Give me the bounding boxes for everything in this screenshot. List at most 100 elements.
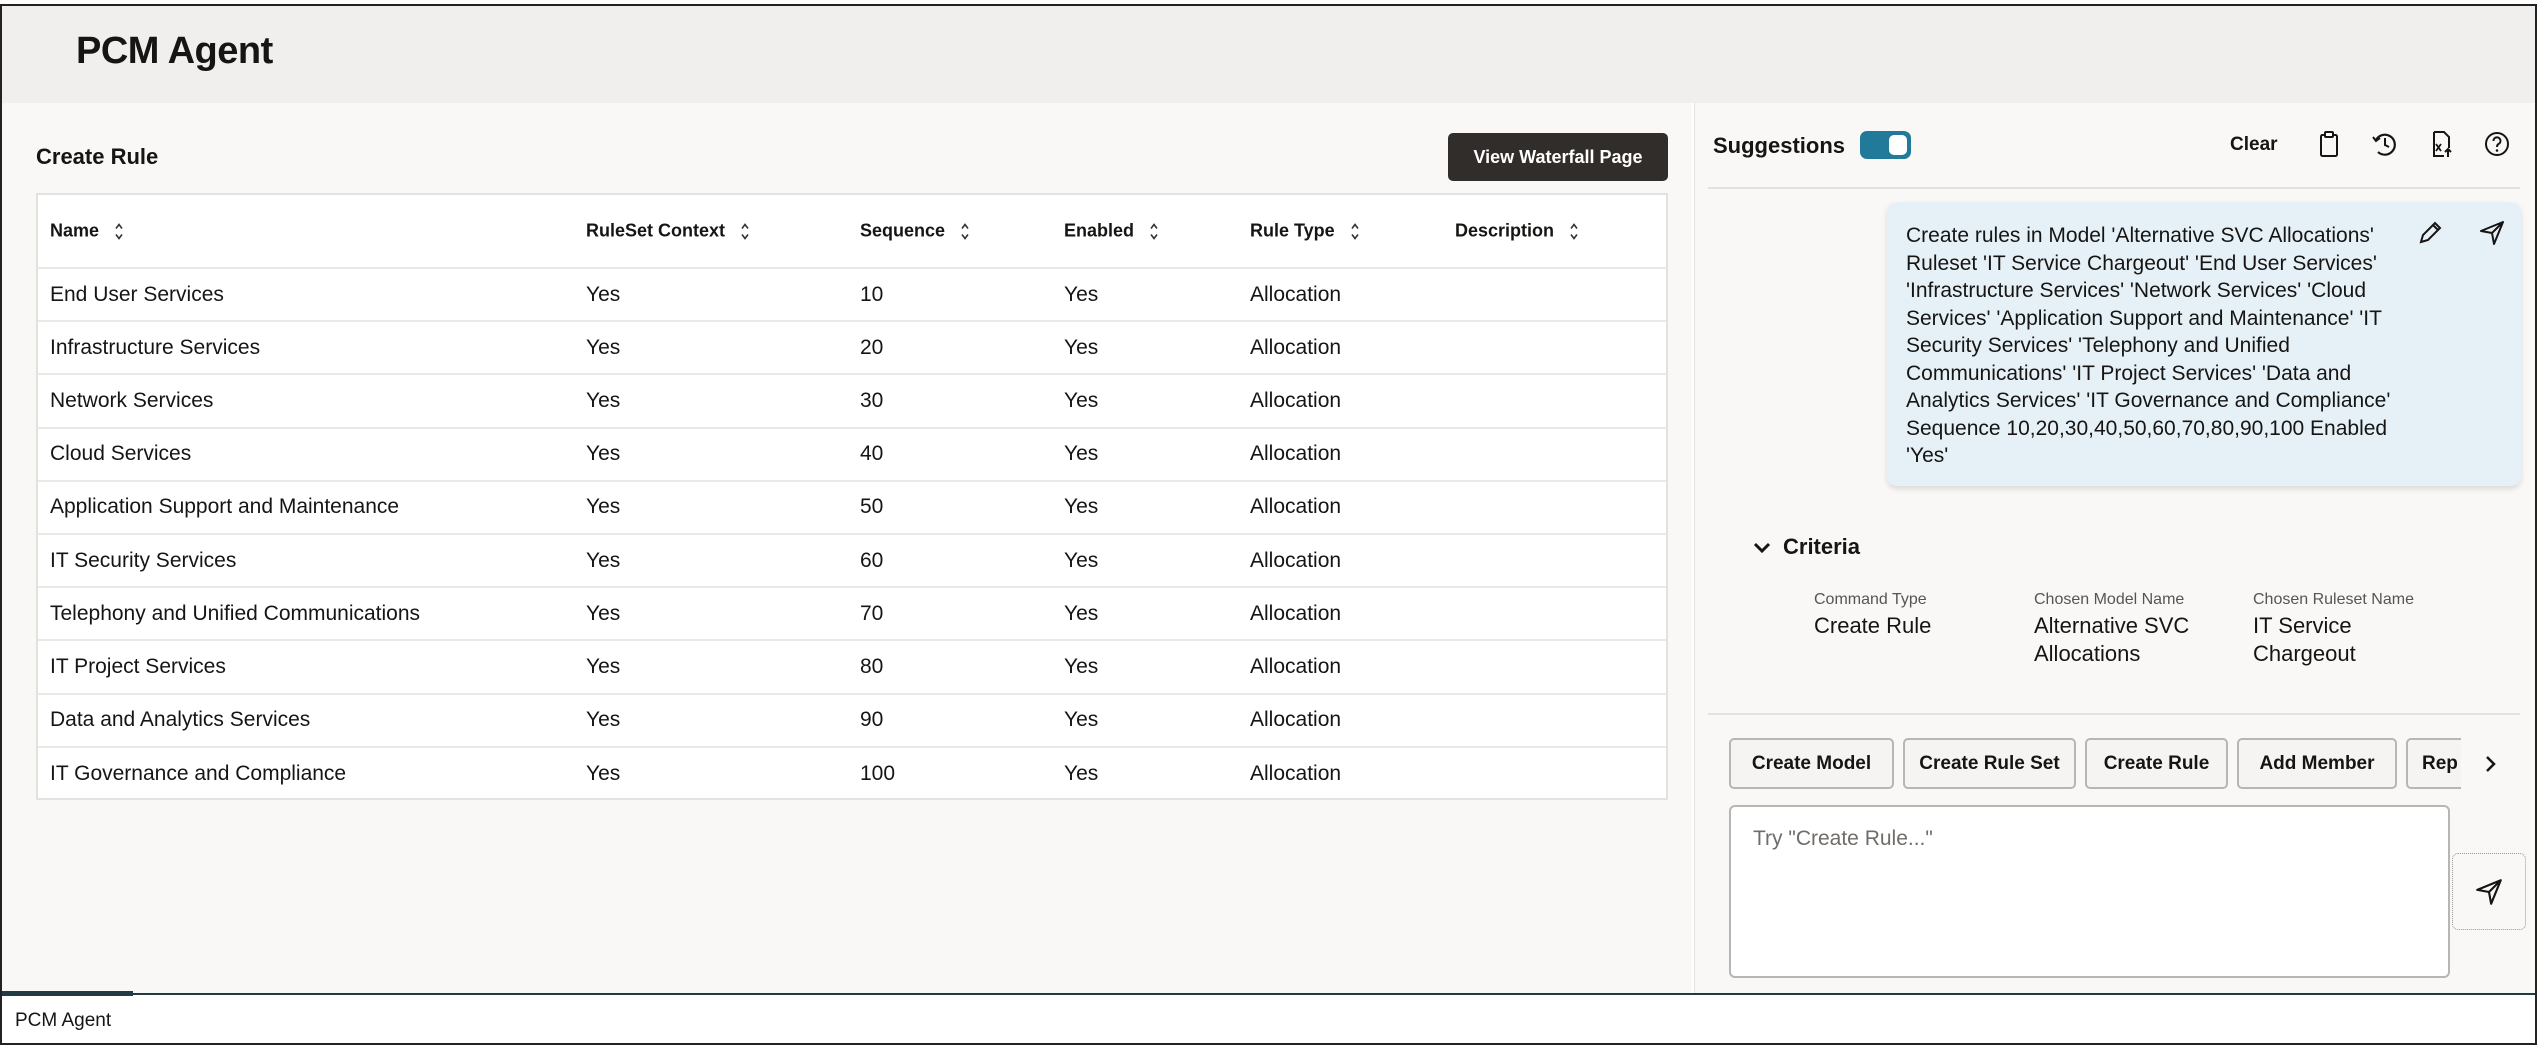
app-title: PCM Agent <box>76 30 273 72</box>
table-cell: Allocation <box>1250 548 1342 572</box>
table-cell: Yes <box>1064 762 1099 786</box>
table-cell: Yes <box>1064 495 1099 519</box>
prompt-input[interactable] <box>1729 805 2450 978</box>
column-header[interactable]: Enabled <box>1064 221 1160 242</box>
table-row[interactable]: IT Project Services Yes 80 Yes Allocation <box>38 641 1666 695</box>
table-row[interactable]: Infrastructure Services Yes 20 Yes Allocatio… <box>38 322 1666 376</box>
table-cell: 50 <box>860 495 884 519</box>
sort-icon[interactable] <box>1349 222 1361 240</box>
column-header-label: RuleSet Context <box>586 220 726 241</box>
sort-icon[interactable] <box>1148 222 1160 240</box>
column-header[interactable]: Rule Type <box>1250 221 1361 242</box>
criteria-title[interactable]: Criteria <box>1783 534 1861 559</box>
column-header[interactable]: RuleSet Context <box>586 221 751 242</box>
sort-icon[interactable] <box>1568 222 1580 240</box>
table-cell: Yes <box>1064 335 1099 359</box>
table-row[interactable]: Network Services Yes 30 Yes Allocation <box>38 375 1666 429</box>
divider <box>1708 713 2520 715</box>
column-header-label: Enabled <box>1064 220 1135 241</box>
column-header-label: Rule Type <box>1250 220 1335 241</box>
table-cell: 20 <box>860 335 884 359</box>
send-button[interactable] <box>2452 853 2526 930</box>
sort-icon[interactable] <box>739 222 751 240</box>
table-cell: Yes <box>1064 442 1099 466</box>
criteria-value: Alternative SVC Allocations <box>2034 613 2190 666</box>
table-cell: Application Support and Maintenance <box>50 495 400 519</box>
chevron-right-icon[interactable] <box>2478 752 2502 776</box>
table-cell: Allocation <box>1250 601 1342 625</box>
table-cell: 100 <box>860 762 896 786</box>
pencil-icon[interactable] <box>2415 218 2445 248</box>
divider <box>1708 187 2520 189</box>
chevron-down-icon[interactable] <box>1748 534 1776 562</box>
column-header[interactable]: Description <box>1455 221 1580 242</box>
quick-action-button[interactable]: Create Rule Set <box>1903 738 2076 789</box>
clear-button[interactable]: Clear <box>2230 134 2278 155</box>
view-waterfall-button[interactable]: View Waterfall Page <box>1448 133 1668 181</box>
send-icon[interactable] <box>2477 218 2507 248</box>
table-cell: IT Project Services <box>50 654 226 678</box>
quick-action-button[interactable]: Create Model <box>1729 738 1894 789</box>
table-cell: Yes <box>586 495 621 519</box>
sort-icon[interactable] <box>959 222 971 240</box>
quick-action-button[interactable]: Create Rule <box>2085 738 2228 789</box>
table-cell: Yes <box>586 388 621 412</box>
column-header[interactable]: Name <box>50 221 125 242</box>
table-cell: 80 <box>860 654 884 678</box>
table-cell: Yes <box>1064 601 1099 625</box>
table-cell: 10 <box>860 282 884 306</box>
criteria-label: Command Type <box>1814 591 1927 608</box>
clipboard-icon[interactable] <box>2313 128 2345 160</box>
quick-action-button[interactable]: Rep <box>2406 738 2461 789</box>
table-cell: 70 <box>860 601 884 625</box>
table-cell: IT Security Services <box>50 548 237 572</box>
footer-tab-pcm-agent[interactable]: PCM Agent <box>15 1010 112 1031</box>
table-row[interactable]: IT Governance and Compliance Yes 100 Yes All… <box>38 748 1666 801</box>
table-cell: Telephony and Unified Communications <box>50 601 421 625</box>
table-cell: Yes <box>586 708 621 732</box>
table-cell: Allocation <box>1250 282 1342 306</box>
table-row[interactable]: Application Support and Maintenance Yes 50… <box>38 482 1666 535</box>
table-cell: IT Governance and Compliance <box>50 762 347 786</box>
table-cell: Yes <box>586 335 621 359</box>
table-row[interactable]: Data and Analytics Services Yes 90 Yes Alloc… <box>38 695 1666 748</box>
table-cell: Cloud Services <box>50 442 192 466</box>
table-row[interactable]: Telephony and Unified Communications Yes 7… <box>38 588 1666 642</box>
sort-icon[interactable] <box>113 222 125 240</box>
criteria-field: Chosen Model Name Alternative SVC Allocat… <box>2034 590 2239 668</box>
criteria-field: Chosen Ruleset Name IT Service Chargeout <box>2253 590 2453 668</box>
window-frame <box>0 4 2537 1045</box>
criteria-value: IT Service Chargeout <box>2253 613 2356 666</box>
criteria-value: Create Rule <box>1814 613 1932 638</box>
column-header-label: Sequence <box>860 220 946 241</box>
app-header <box>2 6 2535 103</box>
rules-table: Name RuleSet Context Sequence Enabled Rule T… <box>36 193 1668 800</box>
table-row[interactable]: IT Security Services Yes 60 Yes Allocation <box>38 535 1666 589</box>
user-message-bubble: Create rules in Model 'Alternative SVC A… <box>1887 202 2521 486</box>
user-message-text: Create rules in Model 'Alternative SVC A… <box>1906 224 2391 467</box>
quick-action-button[interactable]: Add Member <box>2237 738 2397 789</box>
export-excel-icon[interactable] <box>2425 128 2457 160</box>
table-cell: Yes <box>586 442 621 466</box>
column-header[interactable]: Sequence <box>860 221 971 242</box>
table-cell: Allocation <box>1250 495 1342 519</box>
table-row[interactable]: End User Services Yes 10 Yes Allocation <box>38 269 1666 323</box>
toggle-knob <box>1889 135 1907 155</box>
table-cell: 40 <box>860 442 884 466</box>
table-row[interactable]: Cloud Services Yes 40 Yes Allocation <box>38 429 1666 482</box>
criteria-label: Chosen Model Name <box>2034 591 2185 608</box>
table-cell: Allocation <box>1250 388 1342 412</box>
table-cell: Yes <box>586 654 621 678</box>
table-cell: Yes <box>586 282 621 306</box>
table-cell: Yes <box>1064 388 1099 412</box>
table-cell: Allocation <box>1250 654 1342 678</box>
table-cell: Allocation <box>1250 762 1342 786</box>
help-icon[interactable] <box>2481 128 2513 160</box>
table-cell: Yes <box>586 762 621 786</box>
active-tab-indicator <box>2 991 133 996</box>
table-cell: Yes <box>586 601 621 625</box>
history-icon[interactable] <box>2369 128 2401 160</box>
table-cell: Allocation <box>1250 335 1342 359</box>
send-icon <box>2476 878 2502 905</box>
suggestions-toggle[interactable] <box>1860 131 1911 159</box>
